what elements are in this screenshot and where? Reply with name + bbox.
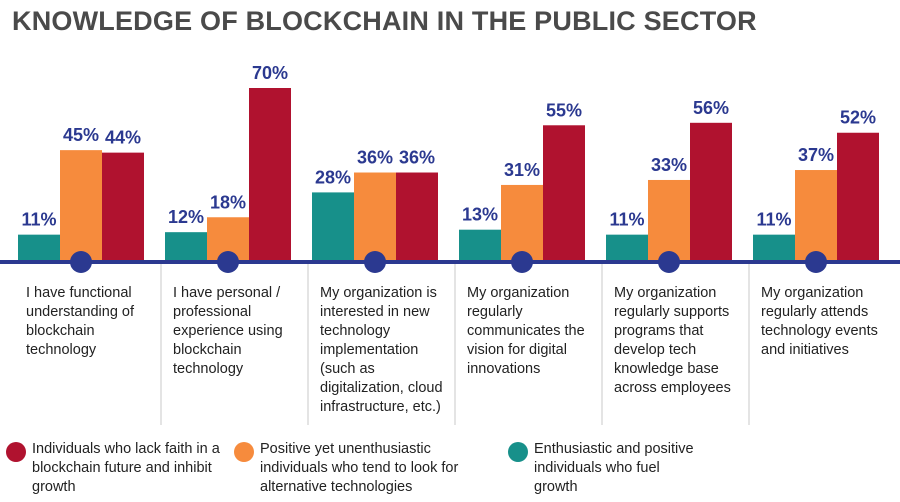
bar	[312, 192, 354, 262]
value-label: 56%	[693, 98, 729, 118]
value-label: 36%	[357, 148, 393, 168]
bar	[396, 172, 438, 262]
bar	[648, 179, 690, 262]
value-label: 28%	[315, 167, 351, 187]
marker-dot	[658, 251, 680, 273]
legend-label: Enthusiastic and positive individuals wh…	[534, 441, 694, 495]
marker-dot	[70, 251, 92, 273]
marker-dot	[805, 251, 827, 273]
value-label: 52%	[840, 108, 876, 128]
value-label: 11%	[756, 210, 791, 230]
category-label: I have functional understanding of block…	[26, 285, 135, 358]
bar	[60, 150, 102, 262]
category-label: I have personal / professional experienc…	[173, 285, 283, 377]
category-label: My organization regularly supports progr…	[614, 285, 731, 396]
bar	[690, 122, 732, 262]
bar	[354, 172, 396, 262]
category-label: My organization is interested in new tec…	[320, 285, 443, 415]
value-label: 70%	[252, 63, 288, 83]
value-label: 13%	[462, 205, 498, 225]
value-label: 36%	[399, 148, 435, 168]
value-label: 37%	[798, 145, 834, 165]
legend-swatch	[508, 442, 528, 462]
bar	[18, 234, 60, 262]
value-label: 33%	[651, 155, 687, 175]
marker-dot	[364, 251, 386, 273]
legend-swatch	[234, 442, 254, 462]
value-label: 44%	[105, 128, 141, 148]
marker-dot	[217, 251, 239, 273]
legend-swatch	[6, 442, 26, 462]
value-label: 31%	[504, 160, 540, 180]
value-label: 12%	[168, 207, 204, 227]
bar	[102, 152, 144, 262]
bar	[753, 234, 795, 262]
legend-label: Positive yet unenthusiastic individuals …	[260, 441, 459, 495]
bar	[837, 132, 879, 262]
value-label: 45%	[63, 125, 99, 145]
bar	[165, 232, 207, 262]
marker-dot	[511, 251, 533, 273]
bar	[459, 229, 501, 262]
category-label: My organization regularly attends techno…	[761, 285, 878, 358]
bar	[795, 170, 837, 262]
bar	[606, 234, 648, 262]
value-label: 11%	[21, 210, 56, 230]
bar	[543, 125, 585, 263]
chart-title: KNOWLEDGE OF BLOCKCHAIN IN THE PUBLIC SE…	[12, 6, 757, 36]
category-label: My organization regularly communicates t…	[467, 285, 585, 377]
bar	[501, 184, 543, 262]
value-label: 18%	[210, 192, 246, 212]
bar	[249, 88, 291, 262]
value-label: 11%	[609, 210, 644, 230]
value-label: 55%	[546, 100, 582, 120]
legend-label: Individuals who lack faith in a blockcha…	[32, 441, 220, 495]
